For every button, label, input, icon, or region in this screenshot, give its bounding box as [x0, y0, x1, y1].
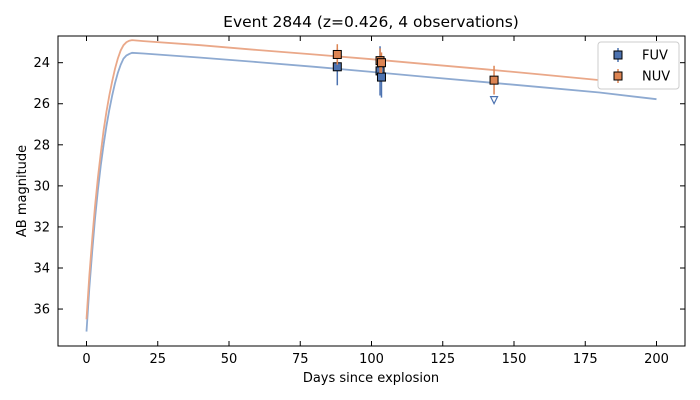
y-tick-label: 34 [33, 261, 50, 276]
y-axis-label: AB magnitude [15, 145, 30, 237]
nuv-data-point [489, 75, 499, 85]
x-tick-label: 0 [82, 352, 90, 367]
x-tick-label: 100 [359, 352, 384, 367]
fuv-upper-limit-marker [489, 96, 499, 105]
nuv-data-point [376, 58, 386, 68]
fuv-model-curve [85, 51, 657, 332]
axis-ticks: 0 25 50 75 100 125 150 175 200 24 26 28 30 32 34 36 [33, 36, 685, 367]
nuv-model-curve [85, 39, 657, 320]
x-tick-label: 175 [573, 352, 598, 367]
x-tick-label: 125 [430, 352, 455, 367]
y-tick-label: 24 [33, 56, 50, 71]
fuv-legend-label: FUV [642, 49, 668, 64]
plot-frame [57, 35, 686, 347]
y-tick-label: 30 [33, 179, 50, 194]
y-tick-label: 36 [33, 303, 50, 318]
x-tick-label: 25 [149, 352, 166, 367]
x-axis-label: Days since explosion [303, 371, 439, 386]
nuv-legend-marker [613, 71, 623, 81]
x-tick-label: 150 [502, 352, 527, 367]
nuv-data-point [332, 49, 342, 59]
fuv-legend-marker [613, 50, 623, 60]
y-tick-label: 32 [33, 220, 50, 235]
x-tick-label: 75 [292, 352, 309, 367]
chart-title: Event 2844 (z=0.426, 4 observations) [223, 13, 519, 31]
nuv-legend-label: NUV [642, 70, 670, 85]
y-tick-label: 26 [33, 97, 50, 112]
legend: FUV NUV [597, 41, 680, 90]
y-tick-label: 28 [33, 138, 50, 153]
plot-area [85, 39, 657, 332]
x-tick-label: 50 [221, 352, 238, 367]
x-tick-label: 200 [644, 352, 669, 367]
fuv-data-point [376, 72, 386, 82]
